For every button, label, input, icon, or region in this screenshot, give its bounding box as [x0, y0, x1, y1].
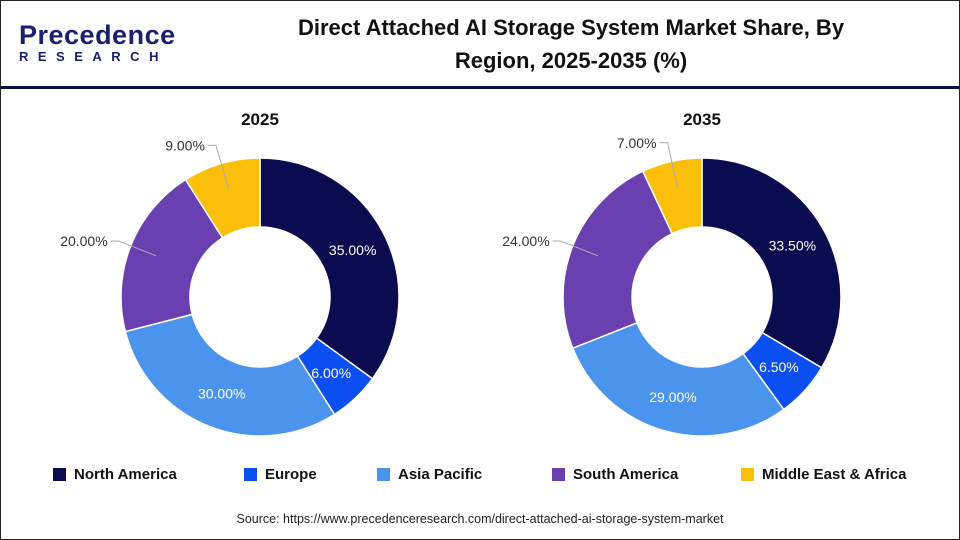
leader-line [659, 142, 679, 188]
data-label: 9.00% [165, 137, 205, 153]
data-label: 20.00% [60, 233, 107, 249]
donut-title: 2025 [241, 110, 279, 129]
legend-swatch [244, 468, 257, 481]
legend-swatch [53, 468, 66, 481]
title-line-1: Direct Attached AI Storage System Market… [297, 15, 845, 40]
donut-slice [120, 178, 224, 333]
legend-label: South America [573, 466, 679, 483]
legend-label: Asia Pacific [398, 466, 483, 483]
leader-line [552, 240, 599, 257]
legend: North America Europe Asia Pacific South Ame… [1, 466, 959, 486]
data-label: 33.50% [769, 237, 816, 253]
legend-item: Asia Pacific [377, 466, 482, 483]
legend-swatch [741, 468, 754, 481]
donut-slice [562, 170, 674, 350]
legend-label: Middle East & Africa [762, 466, 907, 483]
donut-title: 2035 [683, 110, 721, 129]
data-label: 29.00% [649, 389, 696, 405]
donut-slice [184, 157, 261, 239]
data-label: 6.00% [311, 365, 351, 381]
legend-label: North America [74, 466, 177, 483]
donut-chart-2035: 2035 33.50% 6.50% 29.00% 24.00% 7.00% [502, 110, 842, 437]
data-label: 7.00% [617, 135, 657, 151]
legend-item: North America [53, 466, 177, 483]
legend-item: South America [552, 466, 678, 483]
leader-line [207, 144, 230, 190]
donut-chart-2025: 2025 35.00% 6.00% 30.00% 20.00% 9.00% [60, 110, 400, 437]
legend-swatch [552, 468, 565, 481]
logo-text: Precedence [19, 20, 176, 50]
donut-slice [571, 321, 785, 437]
data-label: 24.00% [502, 233, 549, 249]
data-label: 35.00% [329, 242, 376, 258]
data-label: 30.00% [198, 386, 245, 402]
data-label: 6.50% [759, 359, 799, 375]
title-line-2: Region, 2025-2035 (%) [454, 48, 688, 73]
precedence-research-logo: Precedence RESEARCH [19, 21, 176, 64]
donut-slice [124, 313, 336, 437]
legend-item: Middle East & Africa [741, 466, 906, 483]
leader-line [110, 240, 157, 257]
logo-subtext: RESEARCH [19, 49, 168, 64]
donut-slice [259, 157, 400, 380]
chart-title: Direct Attached AI Storage System Market… [211, 11, 931, 77]
legend-label: Europe [265, 466, 317, 483]
header-divider [1, 86, 959, 89]
legend-swatch [377, 468, 390, 481]
donut-slice [701, 157, 842, 369]
legend-item: Europe [244, 466, 317, 483]
source-text: Source: https://www.precedenceresearch.c… [236, 512, 724, 526]
donut-slice [641, 157, 703, 235]
